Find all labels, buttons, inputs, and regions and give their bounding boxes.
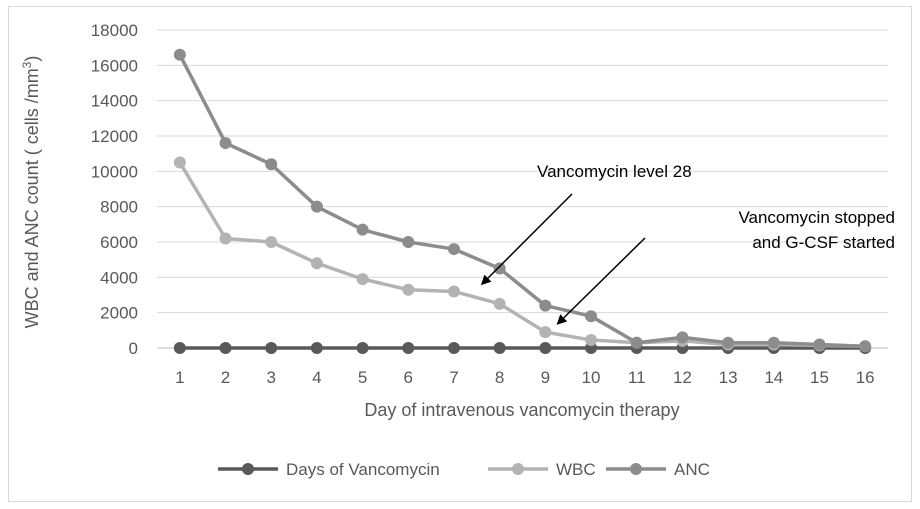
annotation-arrow [556, 237, 646, 325]
data-point [310, 257, 323, 270]
x-tick-label: 14 [764, 368, 783, 387]
annotation-text: Vancomycin stopped [738, 208, 895, 227]
data-point [676, 331, 689, 344]
data-point [173, 48, 186, 61]
legend-swatch-marker [512, 463, 524, 475]
x-tick-label: 5 [358, 368, 367, 387]
data-point [219, 137, 232, 150]
x-tick-label: 13 [719, 368, 738, 387]
data-point [173, 156, 186, 169]
data-point [402, 283, 415, 296]
data-point [265, 342, 278, 354]
y-tick-label: 0 [129, 339, 138, 358]
data-point [722, 336, 735, 349]
annotation: Vancomycin stopped and G-CSF started [556, 208, 895, 325]
y-axis-title-main: WBC and ANC count ( cells /mm [22, 68, 42, 328]
data-point [265, 236, 278, 248]
data-point [859, 340, 872, 353]
data-point [402, 236, 415, 248]
x-tick-label: 15 [810, 368, 829, 387]
annotation-text: Vancomycin level 28 [537, 162, 692, 181]
y-tick-label: 10000 [91, 162, 138, 181]
annotation-text: and G-CSF started [752, 233, 895, 252]
data-point [493, 262, 506, 275]
data-point [219, 342, 232, 354]
legend-entry: Days of Vancomycin [218, 460, 440, 479]
data-point [539, 342, 552, 354]
y-axis-title: WBC and ANC count ( cells /mm3) [20, 56, 42, 329]
data-point [813, 338, 826, 351]
x-tick-label: 10 [582, 368, 601, 387]
series-anc [173, 48, 872, 353]
data-point [173, 342, 186, 354]
data-point [585, 334, 598, 347]
series-lines [173, 48, 872, 354]
data-point [402, 342, 415, 354]
data-point [356, 342, 369, 354]
legend-entry: ANC [606, 460, 710, 479]
x-tick-label: 3 [266, 368, 275, 387]
y-tick-label: 6000 [100, 233, 138, 252]
y-tick-label: 8000 [100, 198, 138, 217]
gridlines [157, 29, 888, 349]
y-axis-title-superscript: 3 [20, 61, 34, 68]
y-axis-title-close: ) [22, 56, 42, 62]
series-line [178, 53, 866, 348]
data-point [447, 342, 460, 354]
legend-swatch-marker [630, 463, 642, 475]
x-tick-label: 9 [541, 368, 550, 387]
legend-entry: WBC [488, 460, 596, 479]
data-point [310, 342, 323, 354]
y-tick-label: 4000 [100, 268, 138, 287]
data-point [539, 326, 552, 339]
data-point [265, 158, 278, 171]
x-tick-label: 2 [221, 368, 230, 387]
data-point [539, 299, 552, 312]
legend-label: Days of Vancomycin [286, 460, 440, 479]
x-tick-label: 12 [673, 368, 692, 387]
y-axis-ticks: 0 2000 4000 6000 8000 10000 12000 14000 16000 180… [91, 21, 138, 358]
legend-swatch-marker [242, 463, 254, 475]
y-tick-label: 16000 [91, 56, 138, 75]
legend-label: ANC [674, 460, 710, 479]
y-tick-label: 2000 [100, 304, 138, 323]
x-tick-label: 7 [449, 368, 458, 387]
data-point [356, 223, 369, 236]
x-tick-label: 1 [175, 368, 184, 387]
legend-label: WBC [556, 460, 596, 479]
series-line [178, 161, 866, 348]
data-point [630, 336, 643, 349]
data-point [219, 232, 232, 245]
y-tick-label: 12000 [91, 127, 138, 146]
x-tick-label: 16 [856, 368, 875, 387]
chart-frame [8, 6, 912, 502]
data-point [356, 273, 369, 286]
y-tick-label: 18000 [91, 21, 138, 40]
x-tick-label: 11 [628, 368, 646, 387]
annotations: Vancomycin level 28 Vancomycin stopped and… [480, 162, 895, 325]
data-point [585, 310, 598, 323]
data-point [447, 243, 460, 256]
data-point [493, 342, 506, 354]
series-wbc [173, 156, 872, 353]
x-axis-ticks: 1 2 3 4 5 6 7 8 9 10 11 12 13 14 15 16 [175, 368, 875, 387]
data-point [310, 200, 323, 213]
data-point [493, 297, 506, 310]
annotation-arrow [480, 193, 573, 286]
annotation: Vancomycin level 28 [480, 162, 692, 286]
data-point [447, 285, 460, 298]
x-tick-label: 6 [404, 368, 413, 387]
x-tick-label: 4 [312, 368, 321, 387]
x-axis-title: Day of intravenous vancomycin therapy [364, 400, 679, 420]
x-tick-label: 8 [495, 368, 504, 387]
data-point [767, 336, 780, 349]
legend: Days of Vancomycin WBC ANC [218, 460, 710, 479]
y-tick-label: 14000 [91, 92, 138, 111]
